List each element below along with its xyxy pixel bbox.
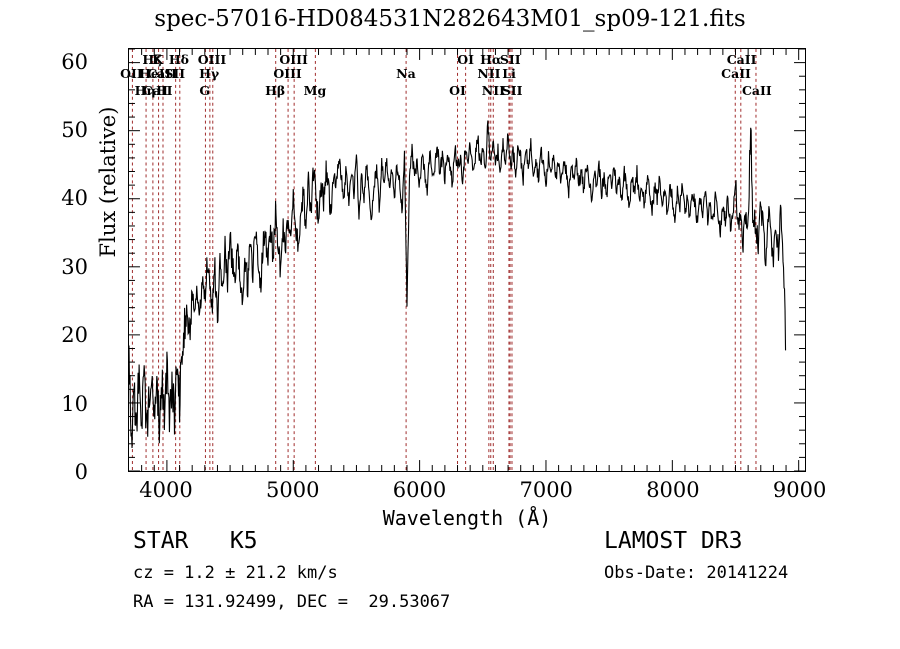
x-axis-title: Wavelength (Å): [382, 506, 552, 530]
y-axis-title: Flux (relative): [96, 106, 120, 258]
x-tick-label-4000: 4000: [139, 478, 193, 502]
spectral-line-label-22: Li: [502, 66, 516, 81]
y-tick-label-40: 40: [61, 186, 88, 211]
y-tick-label-50: 50: [61, 118, 88, 143]
spectral-line-label-11: Hγ: [199, 66, 220, 81]
spectrum-canvas: [129, 49, 805, 471]
redshift-line: cz = 1.2 ± 21.2 km/s: [133, 563, 338, 583]
y-tick-label-20: 20: [61, 323, 88, 348]
metadata-footer: STAR K5 cz = 1.2 ± 21.2 km/s RA = 131.92…: [0, 528, 900, 648]
page-title: spec-57016-HD084531N282643M01_sp09-121.f…: [154, 6, 746, 32]
spectral-line-label-10: OIII: [197, 52, 227, 67]
footer-left-block: STAR K5 cz = 1.2 ± 21.2 km/s RA = 131.92…: [133, 528, 450, 612]
coordinates-line: RA = 131.92499, DEC = 29.53067: [133, 592, 451, 612]
survey-label: LAMOST DR3: [604, 528, 743, 554]
y-tick-label-10: 10: [61, 391, 88, 416]
spectral-line-label-19: Hα: [480, 52, 502, 67]
x-tick-label-8000: 8000: [646, 478, 700, 502]
spectral-line-label-8: Hη: [134, 83, 156, 98]
y-axis-ticks: [129, 49, 805, 471]
spectral-line-label-4: Hδ: [168, 52, 190, 67]
x-tick-label-9000: 9000: [772, 478, 827, 502]
spectrum-trace: [129, 120, 787, 449]
spectral-line-label-0: CaII: [142, 83, 173, 98]
spectral-line-label-9: H: [156, 83, 168, 98]
footer-right-block: LAMOST DR3 Obs-Date: 20141224: [604, 528, 788, 583]
spectral-line-label-1: CaII: [147, 66, 177, 81]
spectrum-plot-area: [128, 48, 806, 472]
x-tick-label-7000: 7000: [519, 478, 573, 502]
spectral-line-label-6: HeI: [139, 66, 165, 81]
spectral-line-markers: [131, 49, 757, 471]
obs-date-label: Obs-Date: 20141224: [604, 563, 789, 583]
spectral-line-label-5: OII: [120, 66, 143, 81]
spectral-line-label-12: G: [199, 83, 210, 98]
y-tick-label-30: 30: [61, 254, 88, 279]
x-tick-label-6000: 6000: [392, 478, 447, 502]
x-axis-ticks: [141, 49, 800, 471]
object-class-line: STAR K5: [133, 528, 258, 554]
y-tick-label-0: 0: [74, 460, 88, 484]
spectral-line-label-3: K: [152, 52, 164, 67]
spectral-line-label-17: Na: [396, 66, 416, 81]
spectral-line-label-28: CaII: [741, 83, 772, 98]
spectral-line-label-15: Hβ: [265, 83, 286, 98]
spectral-line-label-24: NII: [481, 83, 505, 98]
spectral-line-label-2: Hζ: [142, 52, 162, 67]
x-tick-label-5000: 5000: [266, 478, 320, 502]
spectral-line-label-25: SII: [501, 83, 523, 98]
spectral-line-label-18: OI: [457, 52, 474, 67]
y-tick-label-60: 60: [61, 49, 88, 74]
spectral-line-label-21: NII: [477, 66, 501, 81]
spectral-line-label-27: CaII: [721, 66, 751, 81]
spectral-line-label-26: CaII: [726, 52, 757, 67]
spectral-line-label-16: Mg: [303, 83, 327, 98]
spectral-line-label-20: SII: [499, 52, 521, 67]
spectral-line-label-7: SII: [164, 66, 186, 81]
spectral-line-label-23: OI: [449, 83, 466, 98]
spectral-line-label-13: OIII: [279, 52, 308, 67]
spectral-line-label-14: OIII: [273, 66, 302, 81]
